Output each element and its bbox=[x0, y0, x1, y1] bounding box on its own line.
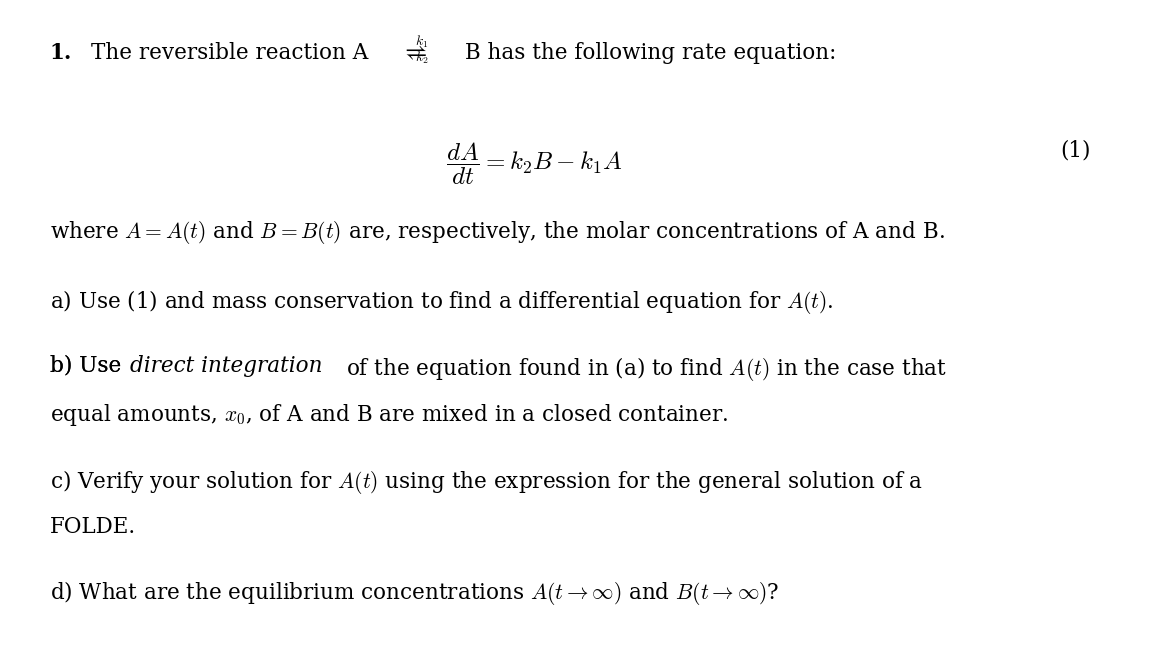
Text: The reversible reaction A: The reversible reaction A bbox=[91, 42, 369, 64]
Text: a) Use (1) and mass conservation to find a differential equation for $A(t)$.: a) Use (1) and mass conservation to find… bbox=[50, 288, 833, 317]
Text: of the equation found in (a) to find $A(t)$ in the case that: of the equation found in (a) to find $A(… bbox=[346, 355, 947, 382]
Text: direct integration: direct integration bbox=[130, 355, 322, 377]
Text: $\dfrac{dA}{dt} = k_2 B - k_1 A$: $\dfrac{dA}{dt} = k_2 B - k_1 A$ bbox=[446, 140, 624, 187]
Text: B has the following rate equation:: B has the following rate equation: bbox=[466, 42, 837, 64]
Text: FOLDE.: FOLDE. bbox=[50, 516, 136, 537]
Text: c) Verify your solution for $A(t)$ using the expression for the general solution: c) Verify your solution for $A(t)$ using… bbox=[50, 468, 923, 496]
Text: $k_1$: $k_1$ bbox=[414, 34, 428, 50]
Text: equal amounts, $x_0$, of A and B are mixed in a closed container.: equal amounts, $x_0$, of A and B are mix… bbox=[50, 402, 728, 428]
Text: where $A = A(t)$ and $B = B(t)$ are, respectively, the molar concentrations of A: where $A = A(t)$ and $B = B(t)$ are, res… bbox=[50, 219, 944, 245]
Text: b) Use: b) Use bbox=[50, 355, 128, 377]
Text: d) What are the equilibrium concentrations $A(t \to \infty)$ and $B(t \to \infty: d) What are the equilibrium concentratio… bbox=[50, 579, 779, 607]
Text: (1): (1) bbox=[1060, 140, 1091, 162]
Text: 1.: 1. bbox=[50, 42, 72, 64]
Text: b) Use: b) Use bbox=[50, 355, 128, 377]
Text: $k_2$: $k_2$ bbox=[414, 50, 428, 67]
Text: $\rightleftharpoons$: $\rightleftharpoons$ bbox=[400, 42, 427, 65]
